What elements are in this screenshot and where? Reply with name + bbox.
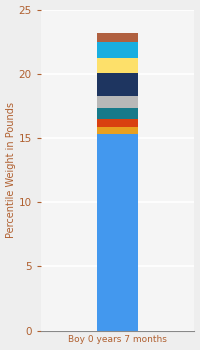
Bar <box>97 108 138 119</box>
Y-axis label: Percentile Weight in Pounds: Percentile Weight in Pounds <box>6 102 16 238</box>
Bar <box>97 73 138 96</box>
Bar <box>97 134 138 331</box>
Bar <box>97 119 138 127</box>
Bar <box>97 58 138 73</box>
Bar <box>97 96 138 108</box>
Bar <box>97 42 138 58</box>
Bar <box>97 33 138 42</box>
Bar <box>97 127 138 134</box>
